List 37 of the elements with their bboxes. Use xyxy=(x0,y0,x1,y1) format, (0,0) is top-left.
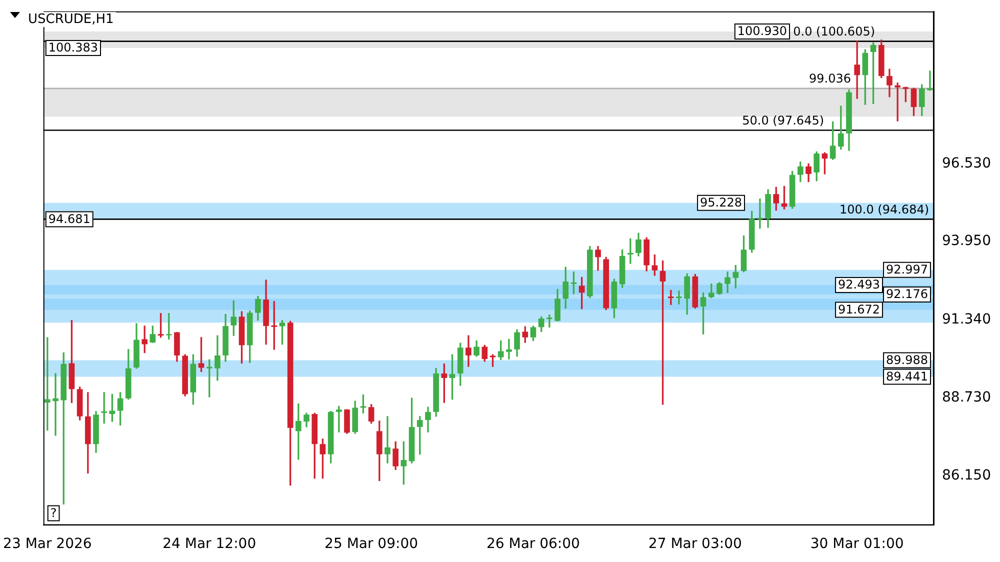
candlestick xyxy=(52,373,58,436)
ref-line-label: 50.0 (97.645) xyxy=(742,113,824,128)
candlestick xyxy=(894,82,900,122)
x-tick-label: 27 Mar 03:00 xyxy=(648,536,742,552)
x-tick-label: 24 Mar 12:00 xyxy=(162,536,256,552)
annotation: 100.383 xyxy=(48,40,98,55)
ref-line-label: 100.0 (94.684) xyxy=(839,202,930,216)
annotation: 100.930 xyxy=(737,24,788,38)
candlestick xyxy=(757,198,763,229)
candlestick xyxy=(44,337,50,431)
y-tick-label: 91.340 xyxy=(942,311,992,328)
annotation: 89.441 xyxy=(886,369,928,384)
annotation: 94.681 xyxy=(48,212,90,226)
candlestick xyxy=(466,335,472,367)
annotation: 89.988 xyxy=(886,352,928,367)
annotation: 92.176 xyxy=(886,287,928,302)
annotation: 91.672 xyxy=(838,302,880,316)
candlestick xyxy=(506,338,512,360)
candlestick xyxy=(384,416,390,464)
y-tick-label: 96.530 xyxy=(942,155,992,172)
x-tick-label: 26 Mar 06:00 xyxy=(486,536,580,552)
chart-title: USCRUDE,H1 xyxy=(26,12,116,27)
x-tick-label: 30 Mar 01:00 xyxy=(810,536,904,552)
ref-line-label: 99.036 xyxy=(809,72,852,86)
annotation: 92.997 xyxy=(886,262,928,277)
y-tick-label: 86.150 xyxy=(942,467,992,484)
annotation: 92.493 xyxy=(838,278,880,292)
annotation: 95.228 xyxy=(700,195,742,210)
y-tick-label: 88.730 xyxy=(942,390,992,406)
candlestick xyxy=(546,314,552,328)
annotation: ? xyxy=(50,506,57,520)
y-tick-label: 93.950 xyxy=(942,232,992,249)
x-tick-label: 25 Mar 09:00 xyxy=(324,536,418,552)
ref-line-label: 0.0 (100.605) xyxy=(793,24,876,38)
candlestick xyxy=(676,290,682,304)
x-tick-label: 23 Mar 2026 xyxy=(3,536,92,552)
candlestick xyxy=(296,403,302,460)
